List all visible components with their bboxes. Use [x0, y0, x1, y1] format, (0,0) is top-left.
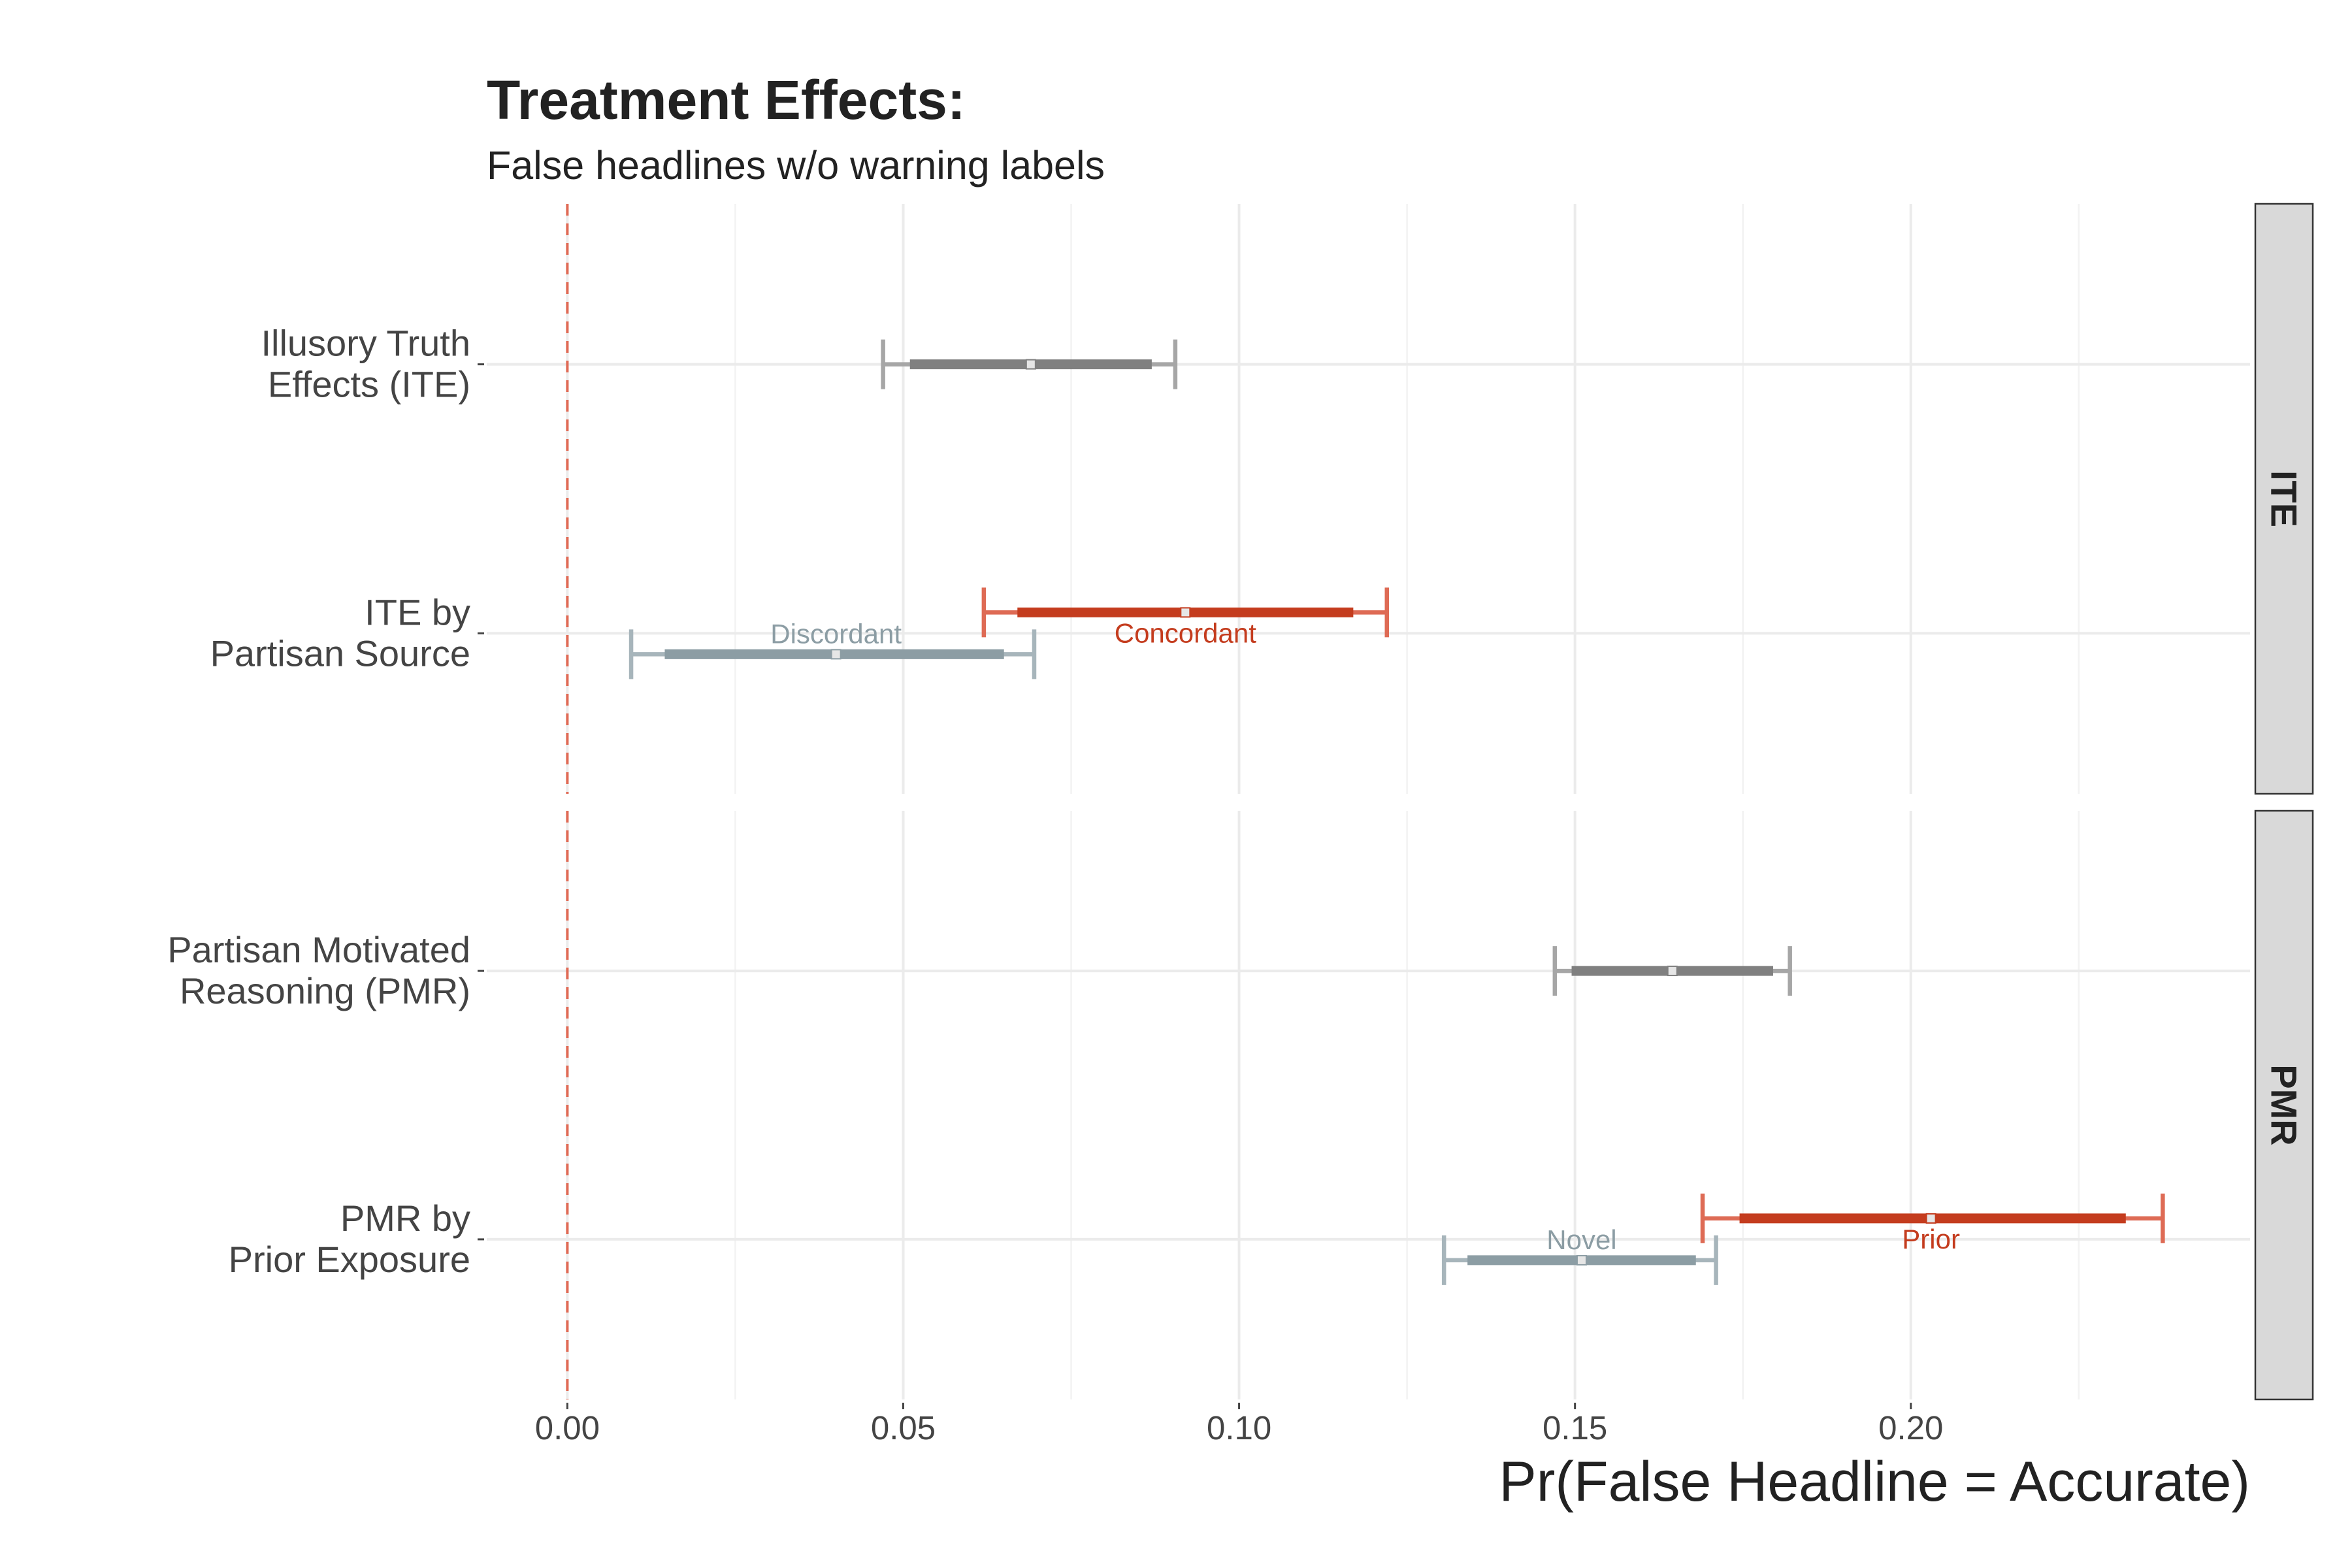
point-estimate [1667, 966, 1678, 977]
y-tick-label-line1: Illusory Truth [261, 323, 470, 364]
estimate-overall [1552, 946, 1792, 996]
estimate-novel: Novel [1441, 1224, 1718, 1285]
facet-strip [2254, 809, 2314, 1401]
chart-title: Treatment Effects: [487, 69, 966, 131]
series-annotation: Novel [1546, 1224, 1616, 1255]
point-estimate [830, 649, 841, 660]
x-tick-label: 0.00 [535, 1409, 600, 1446]
y-tick-label-line1: ITE by [365, 591, 470, 632]
x-axis: 0.00 0.05 0.10 0.15 0.20 [535, 1403, 1943, 1446]
x-tick-label: 0.05 [871, 1409, 936, 1446]
series-annotation: Discordant [770, 618, 902, 649]
facet-strip [2254, 203, 2314, 795]
y-tick-label-line1: PMR by [340, 1198, 470, 1239]
estimate-overall [881, 339, 1178, 389]
point-estimate [1180, 607, 1191, 618]
series-annotation: Concordant [1115, 617, 1256, 648]
x-axis-title: Pr(False Headline = Accurate) [1499, 1450, 2250, 1513]
chart-subtitle: False headlines w/o warning labels [487, 143, 1105, 188]
y-tick-label-line2: Prior Exposure [229, 1239, 470, 1280]
estimate-prior: Prior [1700, 1193, 2165, 1254]
facet-strip-label: PMR [2264, 1064, 2305, 1145]
x-tick-label: 0.15 [1543, 1409, 1607, 1446]
y-tick-label-line1: Partisan Motivated [167, 929, 470, 970]
estimate-discordant: Discordant [629, 618, 1037, 679]
estimate-concordant: Concordant [981, 587, 1390, 648]
point-estimate [1025, 359, 1036, 370]
y-tick-label-line2: Reasoning (PMR) [180, 970, 470, 1011]
series-annotation: Prior [1902, 1224, 1960, 1254]
point-estimate [1925, 1213, 1936, 1224]
x-tick-label: 0.10 [1207, 1409, 1271, 1446]
y-tick-label-line2: Partisan Source [210, 632, 470, 674]
y-tick-label-line2: Effects (ITE) [268, 364, 470, 405]
facet-strip-label: ITE [2264, 470, 2305, 527]
x-tick-label: 0.20 [1878, 1409, 1943, 1446]
point-estimate [1576, 1254, 1587, 1266]
